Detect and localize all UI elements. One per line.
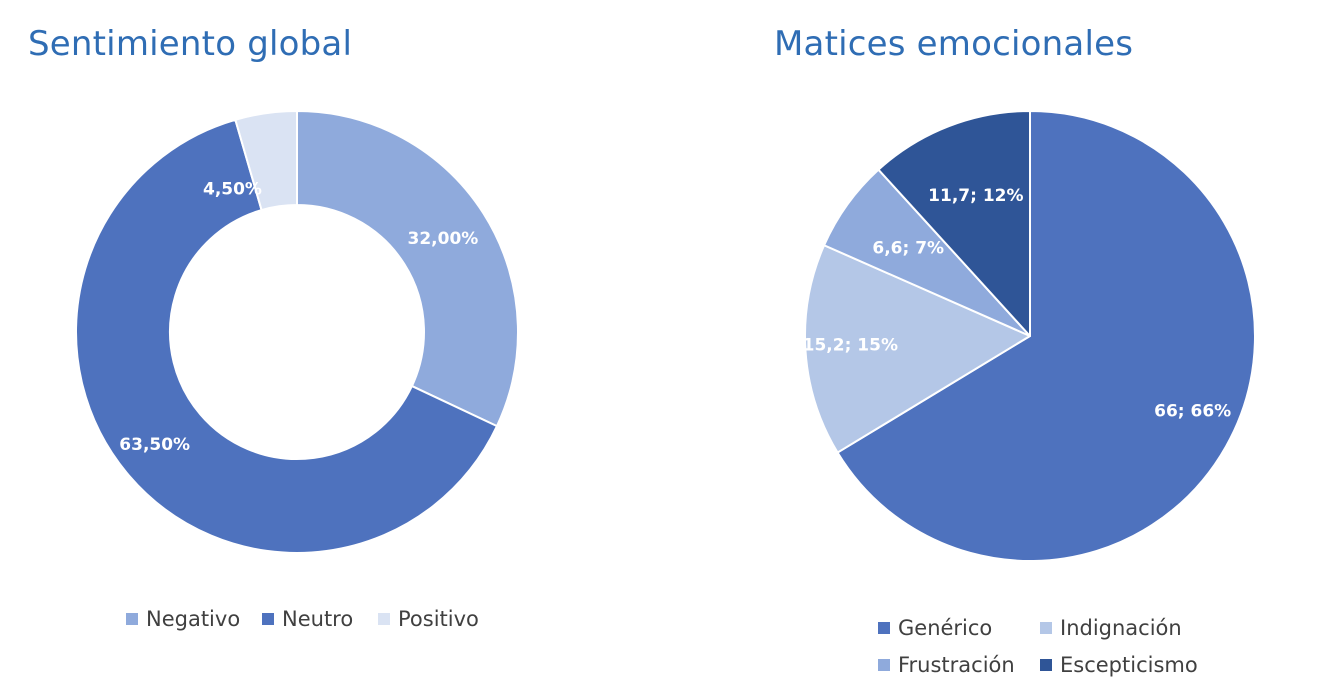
legend-swatch: [1040, 659, 1052, 671]
legend-swatch: [1040, 622, 1052, 634]
legend-label: Genérico: [898, 616, 993, 640]
legend-item-neutro: Neutro: [262, 607, 353, 631]
slice-generico: [836, 110, 1256, 562]
data-label-indignacion: 15,2; 15%: [803, 336, 898, 356]
legend-label: Positivo: [398, 607, 479, 631]
pie-chart-matices: 66; 66% 15,2; 15% 6,6; 7% 11,7; 12%: [803, 110, 1256, 562]
legend-swatch: [378, 613, 390, 625]
data-label-frustracion: 6,6; 7%: [872, 238, 944, 258]
legend-label: Frustración: [898, 653, 1015, 677]
legend-item-positivo: Positivo: [378, 607, 479, 631]
slice-positivo: [234, 110, 298, 212]
legend-item-generico: Genérico: [878, 616, 992, 640]
slice-negativo: [296, 110, 519, 428]
legend-label: Neutro: [282, 607, 354, 631]
legend-swatch: [878, 622, 890, 634]
slice-indignacion: [804, 244, 1031, 454]
chart-title-sentimiento: Sentimiento global: [28, 24, 353, 64]
legend-label: Negativo: [146, 607, 241, 631]
slice-neutro: [75, 118, 498, 554]
slice-escepticismo: [877, 110, 1031, 337]
data-label-neutro: 63,50%: [119, 435, 190, 455]
legend-item-frustracion: Frustración: [878, 653, 1015, 677]
legend-label: Indignación: [1060, 616, 1182, 640]
chart-title-matices: Matices emocionales: [774, 24, 1134, 64]
legend-item-indignacion: Indignación: [1040, 616, 1182, 640]
legend-label: Escepticismo: [1060, 653, 1198, 677]
data-label-positivo: 4,50%: [203, 180, 262, 200]
data-label-negativo: 32,00%: [408, 229, 479, 249]
legend-item-negativo: Negativo: [126, 607, 240, 631]
legend-item-escepticismo: Escepticismo: [1040, 653, 1198, 677]
legend-swatch: [262, 613, 274, 625]
legend-swatch: [878, 659, 890, 671]
legend-swatch: [126, 613, 138, 625]
data-label-generico: 66; 66%: [1154, 402, 1231, 422]
data-label-escepticismo: 11,7; 12%: [928, 186, 1023, 206]
donut-chart-sentimiento: 32,00% 63,50% 4,50%: [75, 110, 519, 554]
